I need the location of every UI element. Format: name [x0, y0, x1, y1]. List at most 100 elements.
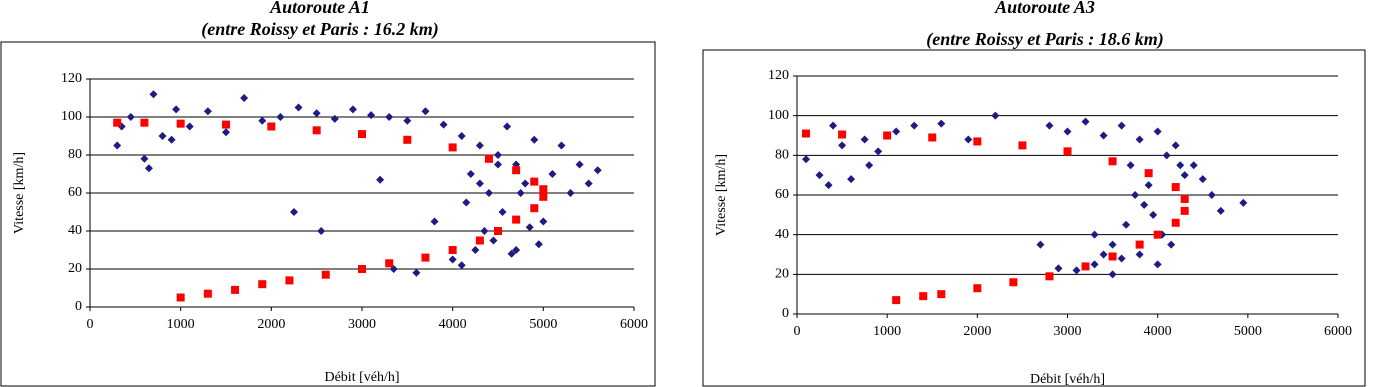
point: [348, 105, 357, 114]
point: [494, 151, 502, 159]
y-tick-label: 60: [68, 185, 82, 200]
point: [937, 290, 946, 299]
point: [1171, 218, 1180, 227]
point: [1171, 183, 1180, 192]
point: [494, 160, 502, 169]
point: [290, 208, 298, 216]
y-tick-label: 40: [775, 227, 789, 242]
point: [176, 119, 185, 128]
point: [317, 227, 326, 235]
point: [575, 160, 584, 169]
point: [1167, 240, 1176, 249]
point: [910, 121, 919, 130]
point: [258, 280, 267, 289]
point: [937, 119, 946, 128]
point: [203, 107, 212, 116]
point: [548, 170, 557, 178]
point: [838, 141, 847, 150]
point: [1099, 250, 1108, 259]
point: [503, 122, 512, 131]
point: [838, 130, 847, 139]
point: [1063, 127, 1072, 136]
y-tick-label: 80: [68, 147, 82, 162]
point: [815, 171, 824, 180]
point: [584, 179, 593, 188]
point: [973, 284, 982, 293]
chart-frame: [0, 41, 656, 387]
x-tick-label: 0: [87, 317, 94, 332]
point: [892, 127, 901, 136]
point: [1108, 270, 1117, 279]
point: [475, 179, 484, 188]
x-axis-label: Débit [véh/h]: [1030, 372, 1105, 387]
x-tick-label: 5000: [529, 317, 557, 332]
point: [1239, 198, 1248, 207]
point: [512, 166, 521, 175]
point: [144, 164, 153, 173]
y-tick-label: 100: [768, 108, 789, 123]
point: [126, 113, 135, 121]
x-tick-label: 2000: [963, 324, 991, 339]
point: [1099, 131, 1108, 140]
y-axis-label: Vitesse [km/h]: [12, 152, 27, 234]
point: [1149, 210, 1158, 219]
point: [1189, 161, 1198, 170]
point: [512, 246, 521, 254]
point: [973, 137, 982, 146]
point: [1122, 220, 1131, 229]
point: [321, 270, 330, 279]
y-axis-label: Vitesse [km/h]: [714, 154, 729, 236]
point: [1018, 141, 1027, 150]
point: [222, 128, 230, 137]
point: [824, 181, 833, 190]
chart-frame: [702, 49, 1366, 387]
point: [964, 135, 973, 144]
point: [1144, 181, 1153, 190]
point: [312, 126, 321, 135]
point: [471, 246, 480, 254]
point: [466, 170, 475, 178]
point: [530, 177, 539, 186]
point: [539, 185, 548, 194]
point: [430, 217, 439, 226]
point: [475, 236, 484, 245]
point: [489, 236, 498, 245]
point: [1216, 206, 1225, 215]
x-tick-label: 1000: [167, 317, 195, 332]
point: [1090, 260, 1099, 269]
point: [1108, 240, 1117, 249]
point: [421, 107, 430, 116]
point: [358, 265, 366, 273]
chart-title: Autoroute A3: [994, 0, 1095, 17]
point: [1108, 252, 1117, 261]
point: [448, 255, 457, 264]
point: [439, 120, 448, 129]
point: [521, 179, 530, 188]
point: [412, 268, 421, 277]
point: [140, 154, 149, 163]
point: [557, 141, 566, 150]
point: [539, 192, 548, 201]
point: [185, 122, 194, 131]
point: [525, 223, 534, 232]
point: [865, 161, 874, 170]
point: [276, 113, 285, 121]
point: [462, 198, 471, 207]
point: [1135, 240, 1144, 249]
y-tick-label: 100: [61, 109, 82, 124]
point: [376, 175, 385, 184]
y-tick-label: 20: [68, 261, 82, 276]
point: [1207, 191, 1216, 199]
x-tick-label: 1000: [873, 324, 901, 339]
point: [285, 276, 294, 285]
y-tick-label: 20: [775, 267, 789, 282]
point: [1081, 117, 1090, 126]
point: [874, 147, 883, 156]
x-tick-label: 5000: [1234, 324, 1262, 339]
point: [457, 261, 466, 270]
point: [448, 246, 457, 254]
x-tick-label: 0: [794, 324, 801, 339]
point: [457, 132, 466, 140]
y-tick-label: 0: [782, 306, 789, 321]
